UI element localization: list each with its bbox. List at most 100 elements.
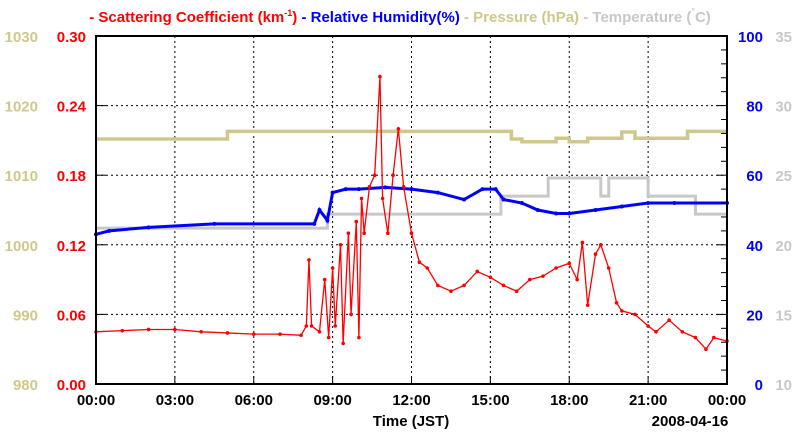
- y-tick-label-temperature: 10: [775, 377, 792, 394]
- data-point-scatter: [667, 318, 671, 323]
- data-point-scatter: [693, 335, 698, 340]
- x-tick-label: 00:00: [77, 392, 115, 409]
- data-point-humidity: [493, 187, 498, 192]
- series-line-humidity: [95, 185, 727, 236]
- data-point-scatter: [593, 252, 598, 256]
- data-point-scatter: [341, 341, 345, 346]
- y-tick-label-temperature: 35: [775, 29, 792, 46]
- data-point-scatter: [309, 324, 314, 328]
- data-point-scatter: [554, 266, 558, 270]
- data-point-humidity: [462, 197, 467, 202]
- x-axis-title: Time (JST): [373, 413, 449, 430]
- data-point-scatter: [401, 185, 406, 189]
- data-point-scatter: [346, 231, 351, 235]
- data-point-humidity: [619, 204, 624, 209]
- data-point-humidity: [535, 208, 540, 212]
- legend-dash-temperature: -: [583, 9, 588, 26]
- series-layer: [94, 74, 729, 352]
- data-point-scatter: [391, 173, 395, 177]
- data-point-humidity: [672, 201, 677, 206]
- data-point-humidity: [435, 190, 440, 195]
- data-point-scatter: [633, 312, 637, 317]
- legend-scatter-sup: -1: [284, 8, 292, 18]
- series-line-scatter: [95, 76, 728, 351]
- y-tick-label-scatter: 0.00: [57, 377, 86, 394]
- date-label: 2008-04-16: [652, 413, 729, 430]
- data-point-scatter: [225, 331, 230, 335]
- data-point-humidity: [593, 208, 598, 212]
- data-point-scatter: [362, 231, 366, 235]
- data-point-humidity: [317, 208, 322, 212]
- x-tick-label: 09:00: [313, 392, 351, 409]
- legend-dash-scatter: -: [89, 9, 94, 26]
- y-tick-label-temperature: 25: [775, 168, 792, 185]
- data-point-humidity: [501, 197, 506, 202]
- data-point-scatter: [575, 277, 579, 282]
- data-point-scatter: [386, 231, 390, 235]
- data-point-humidity: [480, 187, 485, 192]
- data-point-humidity: [330, 190, 335, 195]
- legend-temperature: Temperature (: [592, 9, 691, 26]
- data-point-scatter: [326, 335, 331, 340]
- data-point-scatter: [349, 312, 353, 317]
- y-tick-label-temperature: 20: [775, 238, 792, 255]
- data-point-scatter: [380, 196, 385, 201]
- data-point-scatter: [449, 289, 453, 294]
- y-tick-label-humidity: 60: [746, 168, 763, 185]
- x-tick-label: 03:00: [156, 392, 194, 409]
- data-point-scatter: [367, 185, 372, 189]
- data-point-scatter: [680, 330, 685, 334]
- data-point-scatter: [396, 127, 401, 131]
- legend-temperature-deg: °: [691, 6, 695, 16]
- y-tick-label-pressure: 1020: [5, 99, 38, 116]
- data-point-scatter: [580, 240, 585, 245]
- data-point-humidity: [343, 187, 348, 192]
- y-tick-label-humidity: 40: [746, 238, 763, 255]
- y-tick-label-scatter: 0.18: [57, 168, 86, 185]
- data-point-scatter: [359, 196, 364, 201]
- series-line-temperature: [96, 176, 727, 230]
- y-tick-label-pressure: 1010: [5, 168, 38, 185]
- y-tick-label-scatter: 0.30: [57, 29, 86, 46]
- data-point-scatter: [317, 330, 322, 334]
- data-point-scatter: [173, 327, 177, 332]
- data-point-scatter: [338, 243, 343, 247]
- data-point-scatter: [462, 283, 466, 288]
- legend-pressure: Pressure (hPa): [473, 9, 579, 26]
- legend-humidity: Relative Humidity(%): [311, 9, 460, 26]
- data-point-humidity: [567, 211, 572, 216]
- data-point-scatter: [614, 301, 619, 305]
- data-point-scatter: [354, 219, 359, 224]
- y-tick-label-scatter: 0.12: [57, 238, 86, 255]
- data-point-scatter: [654, 330, 658, 334]
- legend-scatter: Scattering Coefficient (km: [98, 9, 284, 26]
- data-point-scatter: [199, 330, 203, 334]
- data-point-humidity: [383, 185, 388, 190]
- y-tick-label-pressure: 1000: [5, 238, 38, 255]
- legend-scatter-end: ): [292, 9, 297, 26]
- data-point-scatter: [712, 335, 716, 340]
- data-point-humidity: [646, 201, 651, 206]
- data-point-humidity: [519, 201, 524, 206]
- axis-labels: 00:00 03:00 06:00 09:00 12:00 15:00 18:00 21:00…: [5, 29, 792, 409]
- data-point-scatter: [514, 289, 519, 294]
- data-point-scatter: [372, 173, 377, 177]
- x-tick-label: 06:00: [235, 392, 273, 409]
- data-point-scatter: [304, 324, 309, 328]
- legend-temperature-end: C): [695, 9, 711, 26]
- y-tick-label-scatter: 0.24: [57, 99, 87, 116]
- data-point-scatter: [251, 332, 256, 336]
- y-tick-label-humidity: 80: [746, 99, 763, 116]
- data-point-humidity: [409, 187, 414, 192]
- data-point-scatter: [704, 347, 708, 352]
- data-point-scatter: [488, 275, 493, 280]
- x-tick-label: 18:00: [550, 392, 588, 409]
- data-point-humidity: [146, 225, 151, 230]
- data-point-scatter: [620, 309, 624, 313]
- data-point-scatter: [417, 260, 422, 265]
- data-point-scatter: [322, 277, 327, 282]
- data-point-humidity: [325, 218, 330, 223]
- data-point-scatter: [120, 328, 125, 333]
